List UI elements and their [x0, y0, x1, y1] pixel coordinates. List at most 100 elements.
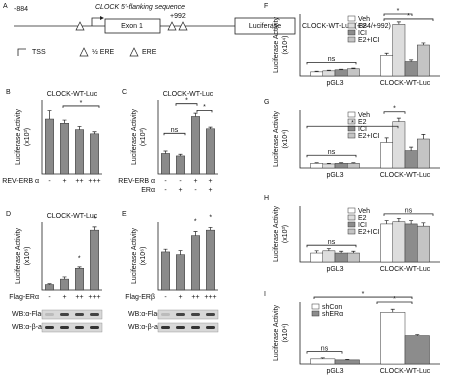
significance-label: *	[209, 214, 212, 221]
legend-swatch	[347, 207, 356, 214]
y-axis-unit: (x10⁴)	[282, 36, 289, 55]
y-axis-unit: (x10⁶)	[140, 247, 147, 266]
bar	[392, 24, 406, 77]
row-mark: +	[178, 187, 182, 194]
legend-half-ere-icon	[79, 47, 89, 57]
legend-label: E2+ICI	[358, 37, 380, 44]
bar	[45, 284, 54, 291]
error-bar	[92, 131, 97, 134]
bar	[380, 223, 393, 263]
legend-swatch	[347, 221, 356, 228]
significance-bracket	[376, 301, 413, 304]
legend-label: Veh	[358, 208, 370, 215]
region-label: CLOCK 5'-flanking sequence	[95, 4, 185, 11]
bar	[347, 252, 360, 263]
bar	[322, 163, 336, 169]
ere	[178, 21, 188, 31]
error-bar	[339, 250, 344, 254]
error-bar	[326, 163, 331, 164]
bar	[404, 223, 418, 263]
bar	[380, 55, 393, 77]
error-bar	[409, 59, 414, 62]
row-label: REV-ERB α	[118, 178, 155, 185]
bar	[310, 252, 323, 263]
blot-band	[90, 326, 99, 329]
error-bar	[409, 220, 414, 224]
row-label: REV-ERB α	[2, 178, 39, 185]
panel-letter: A	[3, 3, 8, 10]
row-mark: -	[48, 294, 51, 301]
significance-label: ns	[321, 345, 329, 352]
panel-letter: G	[264, 99, 269, 106]
row-mark: -	[194, 187, 197, 194]
panel-letter: B	[6, 89, 11, 96]
error-bar	[163, 248, 168, 252]
row-mark: +++	[88, 178, 100, 185]
y-axis-unit: (x10³)	[24, 128, 31, 146]
significance-bracket	[175, 103, 198, 106]
error-bar	[314, 250, 319, 254]
bar	[404, 150, 418, 169]
significance-bracket	[163, 132, 186, 136]
bar	[322, 70, 336, 77]
row-label: Flag-ERβ	[125, 294, 155, 301]
x-tick-label: CLOCK-WT-Luc	[380, 368, 431, 375]
significance-label: ns	[171, 127, 179, 134]
significance-label: ns	[405, 208, 413, 215]
row-mark: ++	[75, 178, 83, 185]
bar	[191, 116, 200, 175]
error-bar	[421, 42, 426, 45]
error-bar	[351, 67, 356, 69]
panel-letter: H	[264, 195, 269, 202]
significance-label: *	[203, 104, 206, 111]
legend-label: TSS	[32, 49, 46, 56]
significance-bracket	[383, 18, 434, 21]
bar	[334, 252, 348, 263]
blot-band	[161, 313, 170, 316]
error-bar	[409, 146, 414, 151]
exon-box	[104, 18, 161, 34]
row-mark: -	[179, 178, 182, 185]
significance-label: ns	[328, 239, 336, 246]
error-bar	[62, 119, 67, 124]
bar	[334, 69, 348, 77]
blot-strip	[157, 309, 219, 320]
row-mark: +	[208, 178, 212, 185]
bar	[176, 155, 185, 175]
half-ere	[167, 21, 177, 31]
bar	[161, 251, 170, 291]
row-mark: +	[178, 294, 182, 301]
bar	[322, 250, 336, 263]
row-mark: -	[164, 294, 167, 301]
row-label: Flag-ERα	[9, 294, 39, 301]
half-ere	[75, 21, 85, 31]
x-tick-label: CLOCK-WT-Luc	[380, 266, 431, 273]
blot-band	[75, 326, 84, 329]
blot-label: WB:α-Flag	[128, 311, 161, 318]
significance-bracket	[306, 351, 343, 354]
legend-swatch	[347, 132, 356, 139]
significance-label: *	[80, 100, 83, 107]
end-label: +992	[170, 13, 186, 20]
error-bar	[384, 137, 389, 143]
chart-title: CLOCK-WT-Luc	[47, 91, 98, 98]
legend-swatch	[347, 118, 356, 125]
tss-arrow	[91, 17, 100, 26]
bar	[161, 153, 170, 175]
row-mark: +++	[88, 294, 100, 301]
legend-tss-icon	[17, 48, 26, 56]
chart-title: CLOCK-WT-Luc	[47, 213, 98, 220]
error-bar	[208, 227, 213, 231]
error-bar	[193, 112, 198, 117]
legend-label: ERE	[142, 49, 157, 56]
error-bar	[421, 222, 426, 227]
legend-label: shCon	[322, 304, 342, 311]
significance-bracket	[383, 213, 434, 216]
blot-band	[191, 326, 200, 329]
error-bar	[339, 162, 344, 164]
error-bar	[339, 68, 344, 70]
error-bar	[47, 283, 52, 285]
bar	[380, 142, 393, 169]
error-bar	[421, 134, 426, 139]
error-bar	[351, 162, 356, 164]
